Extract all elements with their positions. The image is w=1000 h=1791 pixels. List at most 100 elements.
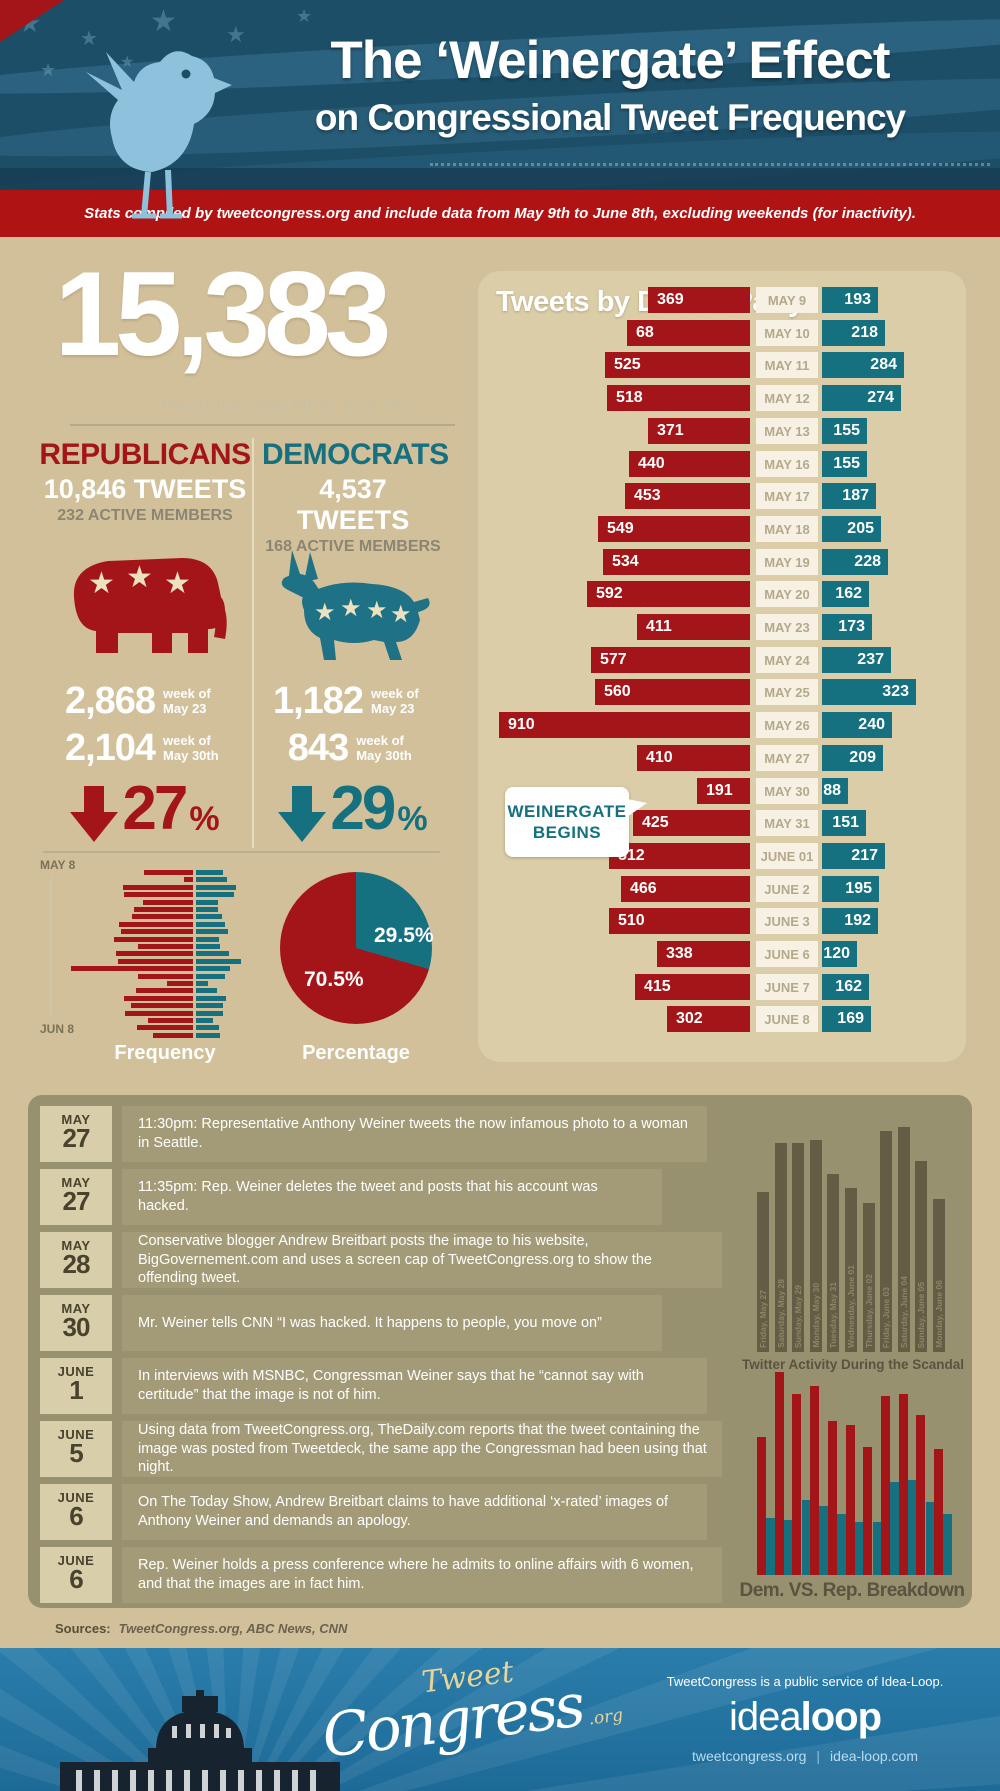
republican-bar: 371: [648, 418, 750, 444]
timeline-month: MAY: [61, 1175, 91, 1190]
timeline-date-box: MAY 28: [40, 1232, 112, 1288]
democrat-bar-value: 274: [867, 389, 894, 406]
date-label: MAY 30: [756, 778, 818, 804]
democrat-bar-value: 169: [837, 1010, 864, 1027]
frequency-republican-bar: [119, 922, 193, 927]
total-tweets-caption: Tweets from May 8th to June 8th: [158, 396, 405, 415]
democrat-bar-value: 209: [849, 749, 876, 766]
democrat-bar: 237: [822, 647, 891, 673]
democrat-bar-value: 151: [832, 814, 859, 831]
breakdown-democrat-bar: [943, 1514, 952, 1575]
timeline-event-text: 11:30pm: Representative Anthony Weiner t…: [122, 1106, 707, 1162]
activity-bar-label: Saturday, May 28: [776, 1279, 786, 1348]
breakdown-democrat-bar: [926, 1502, 935, 1575]
democrat-bar-value: 187: [842, 487, 869, 504]
timeline-day: 1: [69, 1375, 83, 1405]
democrat-bar: 323: [822, 679, 916, 705]
breakdown-republican-bar: [899, 1394, 908, 1575]
timeline-day: 6: [69, 1564, 83, 1594]
frequency-republican-bar: [134, 907, 193, 912]
timeline-date-box: MAY 30: [40, 1295, 112, 1351]
star-icon: ★: [340, 595, 362, 622]
breakdown-democrat-bar: [819, 1506, 828, 1575]
twitter-activity-caption: Twitter Activity During the Scandal: [741, 1357, 965, 1372]
republican-bar-value: 371: [657, 422, 684, 439]
breakdown-democrat-bar: [855, 1522, 864, 1575]
date-label: MAY 25: [756, 679, 818, 705]
republican-bar: 525: [605, 352, 750, 378]
republican-bar: 910: [499, 712, 750, 738]
frequency-republican-bar: [132, 914, 193, 919]
rep-week1-label: week of May 23: [163, 686, 211, 716]
republican-bar: 425: [633, 810, 750, 836]
republican-bar-value: 415: [644, 978, 671, 995]
republican-bar-value: 369: [657, 291, 684, 308]
republican-bar: 592: [587, 581, 750, 607]
date-label: JUNE 7: [756, 974, 818, 1000]
democrat-bar: 218: [822, 320, 885, 346]
republican-bar-value: 466: [630, 880, 657, 897]
frequency-democrat-bar: [196, 981, 208, 986]
democrat-bar: 192: [822, 908, 878, 934]
frequency-democrat-bar: [196, 892, 234, 897]
democrat-bar-value: 193: [844, 291, 871, 308]
star-icon: ★: [88, 567, 115, 600]
breakdown-democrat-bar: [890, 1482, 899, 1575]
twitter-bird-icon: [86, 51, 232, 219]
timeline-month: MAY: [61, 1112, 91, 1127]
down-arrow-icon: [278, 786, 327, 842]
democrat-bar-value: 323: [882, 683, 909, 700]
divider: [252, 438, 254, 848]
breakdown-republican-bar: [916, 1415, 925, 1575]
frequency-democrat-bar: [196, 959, 241, 964]
breakdown-republican-bar: [792, 1394, 801, 1575]
democrat-bar-value: 217: [851, 847, 878, 864]
dem-week2-value: 843: [287, 727, 349, 769]
total-tweets: 15,383: [54, 247, 391, 381]
timeline-day: 27: [62, 1186, 91, 1216]
date-label: MAY 16: [756, 451, 818, 477]
pie-republican-label: 70.5%: [304, 968, 364, 991]
date-label: MAY 27: [756, 745, 818, 771]
idealoop-logo: idealoop: [640, 1695, 970, 1740]
frequency-democrat-bar: [196, 988, 217, 993]
republican-bar: 534: [603, 549, 750, 575]
democrat-bar-value: 192: [844, 912, 871, 929]
flag-star-icon: ★: [150, 5, 177, 38]
democrat-bar: 284: [822, 352, 904, 378]
republican-bar: 510: [609, 908, 750, 934]
star-icon: ★: [366, 597, 388, 624]
link-idealoop: idea-loop.com: [830, 1748, 918, 1764]
activity-bar-label: Friday, June 03: [881, 1286, 891, 1348]
date-label: MAY 17: [756, 483, 818, 509]
frequency-democrat-bar: [196, 922, 225, 927]
frequency-republican-bar: [114, 937, 193, 942]
frequency-republican-bar: [143, 900, 193, 905]
democrat-bar: 193: [822, 287, 878, 313]
activity-bar: Thursday, June 02: [863, 1203, 875, 1352]
rep-week2-label: week of May 30th: [163, 733, 219, 763]
republican-bar: 191: [697, 778, 750, 804]
callout-tail: [627, 799, 647, 817]
timeline-date-box: JUNE 6: [40, 1547, 112, 1603]
frequency-democrat-bar: [196, 1033, 220, 1038]
divider: [70, 424, 455, 426]
timeline: MAY 27 11:30pm: Representative Anthony Wei…: [40, 1106, 940, 1610]
republican-bar-value: 518: [616, 389, 643, 406]
republicans-tweet-count: 10,846 TWEETS: [30, 474, 260, 505]
democrat-bar: 240: [822, 712, 892, 738]
activity-bar: Sunday, May 29: [792, 1143, 804, 1352]
activity-bar-label: Friday, May 27: [758, 1290, 768, 1348]
activity-bar-label: Monday, June 06: [934, 1280, 944, 1348]
republican-bar: 338: [657, 941, 750, 967]
democrat-bar: 217: [822, 843, 885, 869]
timeline-event-text: Using data from TweetCongress.org, TheDa…: [122, 1421, 722, 1477]
breakdown-republican-bar: [810, 1386, 819, 1575]
timeline-row: JUNE 1 In interviews with MSNBC, Congressm…: [40, 1358, 940, 1414]
date-label: MAY 20: [756, 581, 818, 607]
republican-bar: 577: [591, 647, 750, 673]
frequency-republican-bar: [148, 1018, 193, 1023]
democrats-title: DEMOCRATS: [262, 438, 449, 471]
dem-vs-rep-caption: Dem. VS. Rep. Breakdown: [739, 1580, 965, 1601]
democrat-bar: 187: [822, 483, 876, 509]
